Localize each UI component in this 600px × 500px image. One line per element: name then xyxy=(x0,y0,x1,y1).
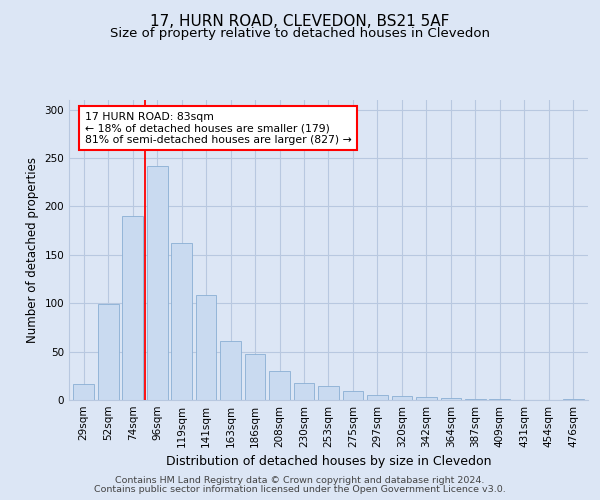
Bar xyxy=(73,384,94,400)
Text: Contains public sector information licensed under the Open Government Licence v3: Contains public sector information licen… xyxy=(94,485,506,494)
Text: 17 HURN ROAD: 83sqm
← 18% of detached houses are smaller (179)
81% of semi-detac: 17 HURN ROAD: 83sqm ← 18% of detached ho… xyxy=(85,112,352,145)
Y-axis label: Number of detached properties: Number of detached properties xyxy=(26,157,39,343)
X-axis label: Distribution of detached houses by size in Clevedon: Distribution of detached houses by size … xyxy=(166,456,491,468)
Bar xyxy=(367,395,388,400)
Text: Size of property relative to detached houses in Clevedon: Size of property relative to detached ho… xyxy=(110,26,490,40)
Bar xyxy=(343,392,364,400)
Bar xyxy=(147,166,167,400)
Bar xyxy=(465,399,486,400)
Bar xyxy=(318,386,339,400)
Bar xyxy=(392,396,412,400)
Bar xyxy=(98,304,119,400)
Bar xyxy=(220,341,241,400)
Bar xyxy=(416,397,437,400)
Bar xyxy=(440,398,461,400)
Bar xyxy=(245,354,265,400)
Bar xyxy=(122,216,143,400)
Bar xyxy=(196,294,217,400)
Bar xyxy=(490,399,510,400)
Text: Contains HM Land Registry data © Crown copyright and database right 2024.: Contains HM Land Registry data © Crown c… xyxy=(115,476,485,485)
Text: 17, HURN ROAD, CLEVEDON, BS21 5AF: 17, HURN ROAD, CLEVEDON, BS21 5AF xyxy=(151,14,449,29)
Bar xyxy=(563,399,584,400)
Bar xyxy=(293,382,314,400)
Bar xyxy=(171,243,192,400)
Bar xyxy=(269,371,290,400)
